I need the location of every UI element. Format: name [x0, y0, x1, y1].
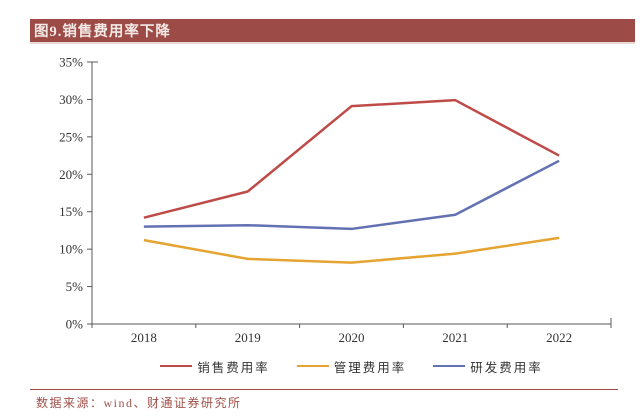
y-tick-label: 25%: [59, 129, 83, 144]
y-tick-label: 10%: [59, 242, 83, 257]
y-tick-label: 5%: [66, 279, 84, 294]
series-line-2: [143, 159, 560, 231]
data-source-note: 数据来源：wind、财通证券研究所: [36, 396, 242, 410]
series-line-0: [143, 98, 560, 219]
legend-item-admin: 管理费用率: [296, 357, 407, 376]
legend-line-swatch: [160, 365, 193, 367]
legend-item-rd: 研发费用率: [433, 357, 543, 376]
line-chart: 0% 5% 10% 15% 20% 25% 30% 35% 2018 2019 2020 2021 20…: [59, 55, 612, 345]
x-tick-label: 2021: [442, 330, 468, 345]
x-tick-label: 2018: [131, 330, 157, 345]
legend-line-swatch: [296, 365, 329, 367]
legend-item-sales: 销售费用率: [160, 357, 270, 376]
figure-header-bar: 图9.销售费用率下降: [30, 19, 635, 44]
x-tick-label: 2020: [339, 330, 365, 345]
y-tick-label: 35%: [59, 55, 83, 70]
x-tick-label: 2022: [546, 330, 572, 345]
y-tick-label: 30%: [59, 92, 83, 107]
y-tick-label: 0%: [66, 317, 84, 332]
legend-line-swatch: [433, 365, 466, 367]
x-tick-label: 2019: [235, 330, 261, 345]
legend-label: 研发费用率: [470, 360, 543, 375]
chart-legend: 销售费用率 管理费用率 研发费用率: [92, 356, 611, 376]
series-line-1: [143, 236, 560, 264]
legend-label: 销售费用率: [197, 360, 270, 375]
figure-title: 图9.销售费用率下降: [34, 24, 171, 40]
footer-divider: [30, 389, 618, 390]
y-tick-label: 15%: [59, 204, 83, 219]
y-tick-label: 20%: [59, 167, 83, 182]
legend-label: 管理费用率: [333, 360, 407, 375]
